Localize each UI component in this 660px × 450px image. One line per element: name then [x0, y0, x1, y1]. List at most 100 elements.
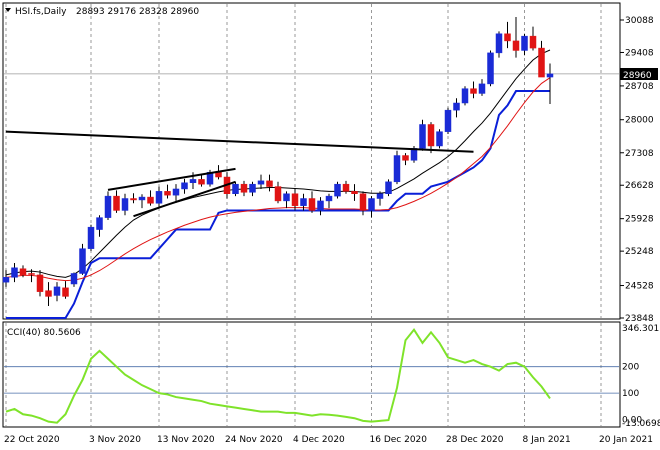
price-tick-label: 24528	[625, 282, 654, 292]
candle-body	[138, 196, 146, 201]
candle-body	[300, 198, 307, 206]
date-tick-label: 24 Nov 2020	[225, 435, 283, 445]
price-tick-label: 25248	[625, 247, 654, 257]
candle-body	[427, 124, 435, 147]
candle-body	[121, 198, 129, 211]
candle-body	[87, 226, 95, 249]
grid-lines	[4, 4, 619, 426]
candle-body	[376, 193, 384, 199]
cci-line	[5, 327, 551, 424]
price-tick-label: 28000	[625, 116, 654, 126]
candle-body	[11, 267, 18, 278]
candle-body	[62, 287, 69, 297]
price-tick-label: 25928	[625, 215, 654, 225]
candle-body	[334, 183, 341, 197]
candle-body	[45, 290, 52, 297]
candle-body	[317, 200, 324, 211]
ohlc-header: 28893 29176 28328 28960	[76, 7, 199, 17]
candle-body	[470, 88, 477, 94]
candle-body	[2, 277, 10, 283]
price-tick-label: 28708	[625, 82, 654, 92]
candle-body	[538, 47, 545, 78]
candle-body	[164, 191, 171, 196]
date-tick-label: 8 Jan 2021	[523, 435, 571, 445]
date-tick-label: 28 Dec 2020	[446, 435, 504, 445]
candle-body	[113, 195, 120, 211]
cci-label: CCI(40) 80.5606	[7, 328, 81, 338]
candle-body	[266, 180, 273, 187]
candle-body	[521, 35, 528, 51]
cci-tick-label: 100	[622, 389, 639, 399]
candle-body	[351, 191, 358, 194]
trendline	[107, 167, 236, 191]
candle-body	[402, 155, 409, 161]
candle-body	[96, 217, 103, 230]
candle-body	[325, 195, 333, 202]
candle-body	[393, 155, 401, 183]
candle-body	[495, 33, 503, 54]
price-tick-label: 27308	[625, 149, 654, 159]
candle-body	[155, 191, 163, 204]
candle-body	[249, 183, 256, 193]
candle-body	[444, 109, 452, 132]
trendline	[133, 180, 236, 218]
candle-body	[53, 286, 61, 296]
candle-body	[36, 274, 44, 292]
candle-body	[385, 181, 392, 194]
indicator-panel	[2, 321, 621, 428]
candle-body	[189, 179, 197, 184]
candle-body	[368, 198, 375, 211]
candle-body	[240, 183, 248, 193]
candle-body	[274, 186, 282, 202]
candle-body	[461, 88, 469, 104]
candle-body	[512, 40, 520, 51]
candle-body	[104, 195, 112, 218]
price-tick-label: 23848	[625, 314, 654, 324]
candle-body	[198, 179, 205, 185]
candle-body	[79, 248, 86, 274]
price-tick-label: 26628	[625, 181, 654, 191]
date-tick-label: 22 Oct 2020	[4, 435, 60, 445]
candle-body	[130, 198, 137, 201]
candle-body	[436, 131, 443, 147]
candlesticks	[2, 17, 554, 306]
candle-body	[70, 273, 78, 285]
date-tick-label: 13 Nov 2020	[157, 435, 215, 445]
candle-body	[291, 193, 299, 206]
cci-tick-label: 0.00	[622, 416, 642, 426]
current-price-tag	[620, 68, 658, 80]
trendlines	[5, 130, 474, 218]
candle-body	[487, 52, 494, 85]
candle-body	[359, 193, 367, 211]
axis-tick-labels: 22 Oct 2020 3 Nov 2020 13 Nov 2020 24 Nov 2…	[4, 16, 660, 445]
candle-body	[546, 73, 554, 78]
candle-body	[453, 102, 460, 111]
candle-body	[172, 188, 180, 196]
cci-series	[5, 327, 551, 424]
dropdown-arrow-icon[interactable]	[5, 8, 11, 12]
candle-body	[147, 196, 154, 204]
date-tick-label: 16 Dec 2020	[370, 435, 428, 445]
cci-tick-label: -13.0698	[622, 419, 660, 429]
candle-body	[28, 273, 35, 275]
trendline	[5, 130, 474, 153]
date-tick-label: 4 Dec 2020	[293, 435, 345, 445]
candle-body	[181, 182, 188, 190]
date-tick-label: 3 Nov 2020	[89, 435, 141, 445]
candle-body	[419, 124, 426, 149]
candle-body	[504, 33, 511, 42]
cci-level-lines	[4, 366, 619, 394]
candle-body	[529, 35, 537, 49]
cci-tick-label: 200	[622, 363, 639, 373]
cci-tick-label: 346.3017	[622, 324, 660, 334]
red-moving-average	[5, 77, 551, 282]
date-tick-label: 20 Jan 2021	[599, 435, 653, 445]
price-tick-label: 29408	[625, 48, 654, 58]
candle-body	[308, 198, 316, 211]
price-tick-label: 30088	[625, 16, 654, 26]
candle-body	[478, 83, 486, 94]
candle-body	[283, 193, 290, 202]
candle-body	[257, 180, 265, 185]
current-price-label: 28960	[623, 71, 652, 81]
